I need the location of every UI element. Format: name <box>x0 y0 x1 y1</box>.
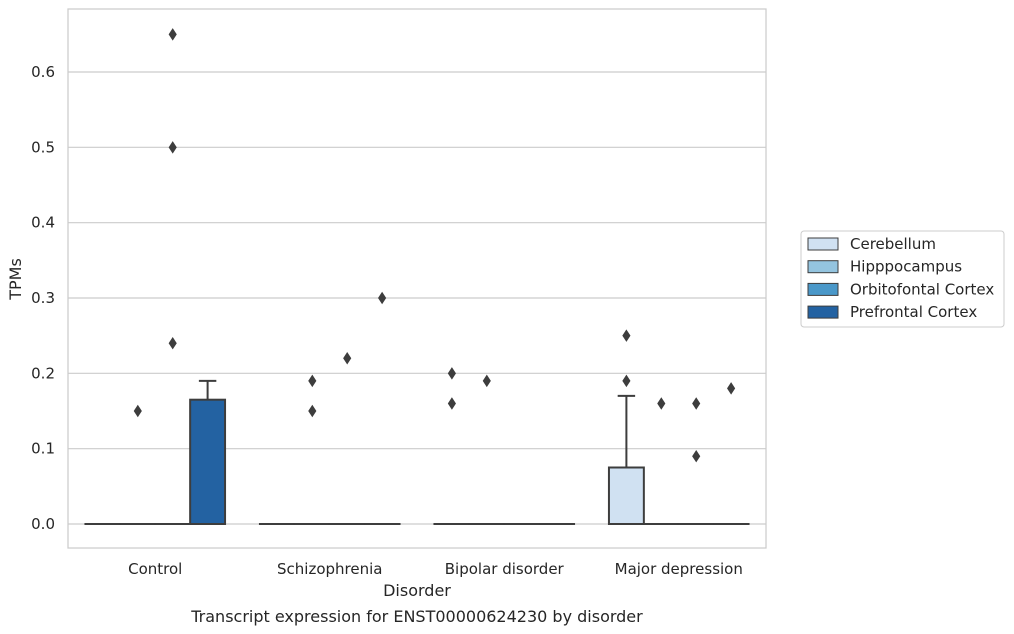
y-tick-label: 0.4 <box>31 214 55 232</box>
y-tick-label: 0.1 <box>31 440 55 458</box>
y-axis-label: TPMs <box>6 258 25 301</box>
legend-label: Prefrontal Cortex <box>850 303 977 321</box>
x-axis-ticks: Control Schizophrenia Bipolar disorder Majo… <box>128 560 743 578</box>
outlier-point <box>447 367 456 380</box>
outlier-point <box>482 374 491 388</box>
legend-swatch <box>807 260 839 274</box>
legend: Cerebellum Hipppocampus Orbitofontal Corte… <box>800 230 1005 328</box>
x-tick-label: Major depression <box>615 560 743 578</box>
legend-label: Cerebellum <box>850 235 936 253</box>
gridlines <box>68 71 766 525</box>
y-tick-label: 0.6 <box>31 63 55 81</box>
x-axis-label: Disorder <box>383 581 451 600</box>
outlier-point <box>168 141 177 154</box>
x-tick-label: Control <box>128 560 182 578</box>
outlier-point <box>622 329 631 342</box>
legend-label: Hipppocampus <box>850 258 962 276</box>
legend-swatch <box>807 237 839 251</box>
outlier-point <box>657 397 666 410</box>
outlier-point <box>168 336 177 350</box>
outlier-point <box>727 382 736 395</box>
boxes <box>84 379 750 526</box>
outlier-point <box>308 404 317 418</box>
x-tick-label: Bipolar disorder <box>445 560 565 578</box>
outlier-point <box>692 397 701 410</box>
legend-frame <box>800 230 1005 328</box>
outlier-point <box>622 374 631 388</box>
outlier-point <box>378 291 387 305</box>
outlier-point <box>692 449 701 463</box>
outlier-point <box>133 404 142 418</box>
outlier-point <box>447 397 456 410</box>
box <box>607 466 645 525</box>
y-tick-label: 0.0 <box>31 515 55 533</box>
x-tick-label: Schizophrenia <box>277 560 382 578</box>
box <box>189 398 227 526</box>
y-tick-label: 0.5 <box>31 138 55 156</box>
legend-swatch <box>807 282 839 296</box>
legend-swatch <box>807 305 839 319</box>
outlier-point <box>168 28 177 41</box>
outlier-point <box>343 352 352 365</box>
plot-area <box>67 8 767 549</box>
outliers <box>133 28 736 463</box>
y-tick-label: 0.3 <box>31 289 55 307</box>
y-tick-label: 0.2 <box>31 364 55 382</box>
chart-caption: Transcript expression for ENST0000062423… <box>190 607 643 626</box>
box-group <box>607 394 645 525</box>
legend-label: Orbitofontal Cortex <box>850 280 994 298</box>
y-axis-ticks: 0.0 0.1 0.2 0.3 0.4 0.5 0.6 <box>31 63 55 533</box>
outlier-point <box>308 374 317 388</box>
box-group <box>189 379 227 526</box>
